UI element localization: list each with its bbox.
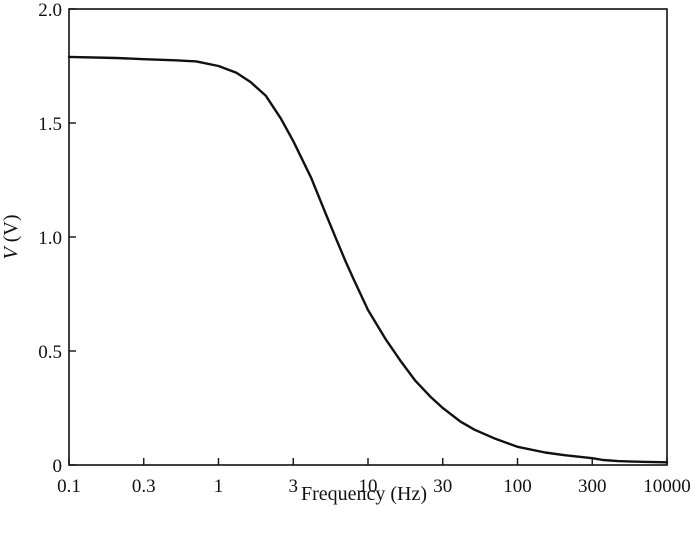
y-tick-label: 1.0 — [38, 228, 62, 249]
y-axis-symbol: V — [0, 244, 22, 259]
y-axis-unit: (V) — [0, 215, 22, 248]
plot-frame — [68, 8, 668, 466]
x-tick-label: 1 — [214, 476, 224, 497]
series-group — [67, 55, 669, 464]
series-line — [67, 55, 669, 464]
y-tick-label: 1.5 — [38, 114, 62, 135]
x-tick-label: 0.3 — [132, 476, 156, 497]
y-tick-label: 2.0 — [38, 0, 62, 21]
x-tick-label: 0.1 — [57, 476, 81, 497]
x-tick-label: 3 — [289, 476, 299, 497]
x-axis-title: Frequency (Hz) — [301, 483, 427, 505]
y-axis-title: V (V) — [0, 215, 22, 260]
x-tick-label: 10 — [359, 476, 378, 497]
x-tick-label: 30 — [433, 476, 452, 497]
plot-area — [68, 8, 668, 466]
x-tick-label: 10000 — [643, 476, 691, 497]
x-tick-label: 100 — [503, 476, 532, 497]
y-tick-label: 0.5 — [38, 342, 62, 363]
x-axis: 0.1 0.3 1 3 10 30 100 300 10000 — [57, 458, 691, 497]
y-axis: 0 0.5 1.0 1.5 2.0 — [38, 0, 76, 477]
y-tick-label: 0 — [53, 456, 63, 477]
x-tick-label: 300 — [578, 476, 607, 497]
